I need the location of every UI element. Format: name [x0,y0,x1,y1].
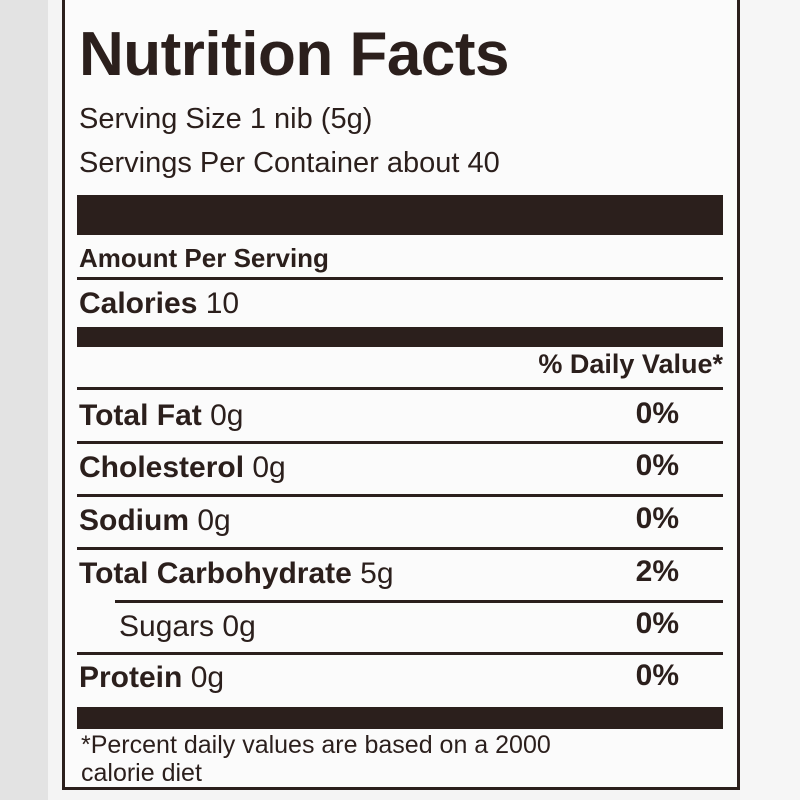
nutrient-amount: 5g [360,557,394,590]
thick-divider [77,707,723,729]
footnote-line-1: *Percent daily values are based on a 200… [81,731,551,759]
divider [77,441,723,444]
nutrient-row-sugars: Sugars 0g [119,610,256,644]
serving-size: Serving Size 1 nib (5g) [79,103,373,135]
nutrient-row-total-fat: Total Fat 0g [79,399,244,433]
nutrient-label: Cholesterol [79,451,245,484]
nutrient-label: Protein [79,661,183,694]
nutrient-row-sodium: Sodium 0g [79,504,231,538]
nutrient-dv: 0% [635,397,679,430]
background-left [0,0,48,800]
nutrient-amount: 0g [222,610,256,643]
nutrient-dv: 0% [635,449,679,482]
nutrient-label: Sugars [119,610,215,643]
divider [77,494,723,497]
divider [77,277,723,280]
background-right [740,0,800,800]
divider [115,600,723,603]
label-title: Nutrition Facts [79,20,509,89]
nutrient-label: Total Fat [79,399,202,432]
medium-divider [77,327,723,347]
daily-value-header: % Daily Value* [538,349,723,379]
nutrition-facts-label: Nutrition Facts Serving Size 1 nib (5g) … [62,0,740,790]
nutrient-amount: 0g [252,451,286,484]
calories-row: Calories 10 [79,287,239,321]
servings-per-container: Servings Per Container about 40 [79,147,500,179]
nutrient-row-total-carbohydrate: Total Carbohydrate 5g [79,557,394,591]
divider [77,547,723,550]
nutrient-label: Sodium [79,504,189,537]
nutrient-row-cholesterol: Cholesterol 0g [79,451,286,485]
nutrient-dv: 0% [635,502,679,535]
nutrient-label: Total Carbohydrate [79,557,352,590]
nutrient-dv: 2% [635,555,679,588]
nutrient-dv: 0% [635,607,679,640]
thick-divider [77,195,723,235]
footnote-line-2: calorie diet [81,759,202,787]
nutrient-amount: 0g [190,661,225,694]
divider [77,387,723,390]
nutrient-amount: 0g [197,504,231,537]
nutrient-amount: 0g [210,399,244,432]
calories-label: Calories [79,287,198,320]
calories-value: 10 [205,287,240,320]
amount-per-serving: Amount Per Serving [79,243,329,273]
nutrient-dv: 0% [635,659,679,692]
nutrient-row-protein: Protein 0g [79,661,224,695]
divider [77,652,723,655]
